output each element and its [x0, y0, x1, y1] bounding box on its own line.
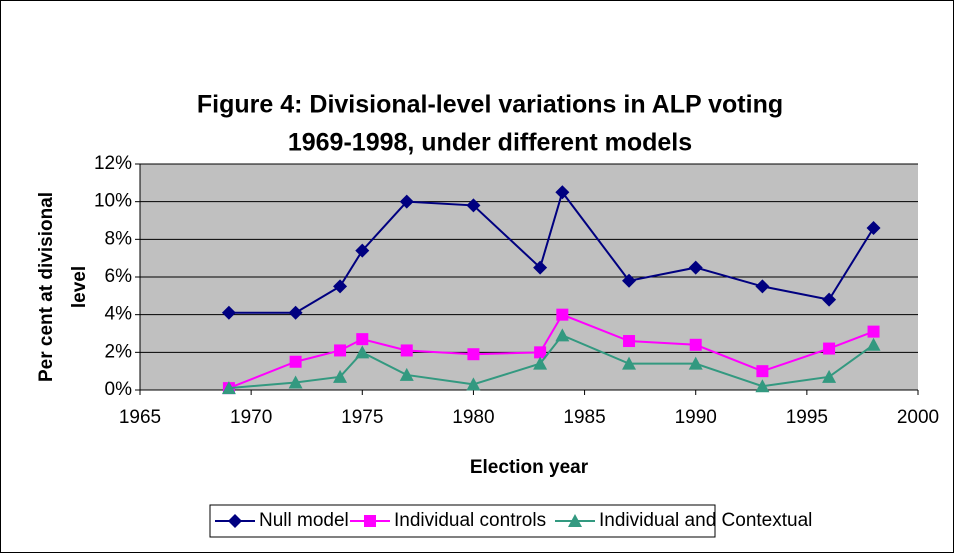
- x-tick-label: 1985: [563, 407, 605, 428]
- y-tick-label: 12%: [94, 153, 132, 174]
- y-tick-label: 4%: [105, 304, 133, 325]
- point: [533, 260, 548, 275]
- point: [556, 308, 569, 321]
- point: [822, 292, 837, 307]
- point: [467, 348, 480, 361]
- point: [867, 325, 880, 338]
- point: [221, 305, 236, 320]
- point: [688, 260, 703, 275]
- point: [689, 338, 702, 351]
- x-tick-label: 1995: [786, 407, 828, 428]
- legend-marker: [568, 514, 582, 527]
- point: [755, 379, 770, 393]
- point: [334, 344, 347, 357]
- x-tick-label: 2000: [897, 407, 939, 428]
- legend-label: Null model: [259, 510, 349, 531]
- x-tick-label: 1975: [341, 407, 383, 428]
- point: [289, 355, 302, 368]
- point: [466, 377, 481, 391]
- point: [221, 381, 236, 395]
- point: [356, 333, 369, 346]
- x-tick-label: 1990: [675, 407, 717, 428]
- point: [399, 194, 414, 209]
- point: [555, 328, 570, 342]
- point: [533, 356, 548, 370]
- point: [288, 375, 303, 389]
- legend-marker: [364, 515, 376, 527]
- legend-label: Individual controls: [394, 510, 546, 531]
- y-tick-label: 8%: [105, 228, 133, 249]
- y-tick-label: 10%: [94, 191, 132, 212]
- legend-marker: [228, 514, 242, 528]
- point: [823, 342, 836, 355]
- point: [622, 356, 637, 370]
- point: [622, 273, 637, 288]
- point: [866, 221, 881, 236]
- point: [400, 344, 413, 357]
- point: [466, 198, 481, 213]
- point: [333, 369, 348, 383]
- x-tick-label: 1970: [230, 407, 272, 428]
- point: [866, 337, 881, 351]
- point: [756, 365, 769, 378]
- y-axis-title: Per cent at divisional: [36, 192, 57, 382]
- chart-title: Figure 4: Divisional-level variations in…: [197, 91, 783, 119]
- y-axis-title: level: [69, 266, 90, 308]
- x-tick-label: 1965: [119, 407, 161, 428]
- x-tick-label: 1980: [452, 407, 494, 428]
- point: [623, 335, 636, 348]
- y-tick-label: 2%: [105, 341, 133, 362]
- point: [688, 356, 703, 370]
- point: [555, 185, 570, 200]
- point: [399, 367, 414, 381]
- y-tick-label: 6%: [105, 266, 133, 287]
- point: [355, 243, 370, 258]
- legend-box: [209, 504, 716, 538]
- point: [288, 305, 303, 320]
- x-axis-title: Election year: [470, 457, 589, 478]
- point: [534, 346, 547, 359]
- point: [333, 279, 348, 294]
- y-tick-label: 0%: [105, 379, 133, 400]
- chart-title: 1969-1998, under different models: [288, 129, 692, 157]
- point: [755, 279, 770, 294]
- point: [822, 369, 837, 383]
- legend-label: Individual and Contextual: [599, 510, 812, 531]
- point: [355, 345, 370, 359]
